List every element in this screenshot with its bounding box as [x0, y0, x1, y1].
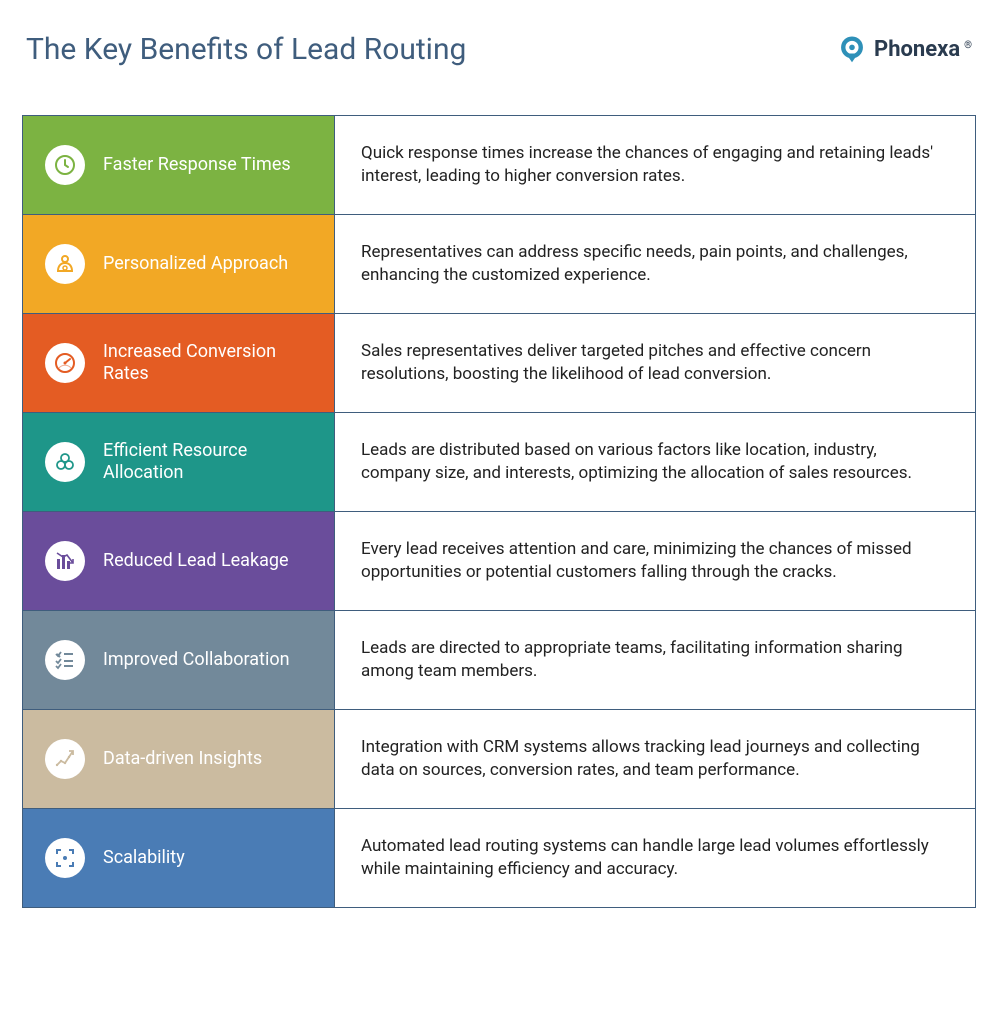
benefit-title: Reduced Lead Leakage	[103, 550, 289, 572]
benefit-description: Leads are directed to appropriate teams,…	[335, 611, 975, 709]
benefit-label-cell: Data-driven Insights	[23, 710, 335, 808]
benefit-description: Integration with CRM systems allows trac…	[335, 710, 975, 808]
benefit-label-cell: Efficient Resource Allocation	[23, 413, 335, 511]
table-row: Improved Collaboration Leads are directed…	[23, 611, 975, 710]
chart-up-icon	[45, 739, 85, 779]
table-row: Reduced Lead Leakage Every lead receives …	[23, 512, 975, 611]
brand-registered: ®	[964, 40, 972, 51]
benefit-description: Every lead receives attention and care, …	[335, 512, 975, 610]
benefit-title: Data-driven Insights	[103, 748, 262, 770]
table-row: Scalability Automated lead routing system…	[23, 809, 975, 908]
table-row: Efficient Resource Allocation Leads are d…	[23, 413, 975, 512]
page-title: The Key Benefits of Lead Routing	[26, 32, 466, 67]
chart-down-icon	[45, 541, 85, 581]
table-row: Personalized Approach Representatives can…	[23, 215, 975, 314]
table-row: Faster Response Times Quick response time…	[23, 116, 975, 215]
circles-icon	[45, 442, 85, 482]
clock-icon	[45, 145, 85, 185]
benefit-label-cell: Faster Response Times	[23, 116, 335, 214]
brand-name: Phonexa	[874, 37, 960, 62]
gauge-icon	[45, 343, 85, 383]
table-row: Increased Conversion Rates Sales represen…	[23, 314, 975, 413]
benefit-description: Automated lead routing systems can handl…	[335, 809, 975, 907]
benefit-description: Sales representatives deliver targeted p…	[335, 314, 975, 412]
benefit-title: Scalability	[103, 847, 185, 869]
checklist-icon	[45, 640, 85, 680]
benefit-title: Faster Response Times	[103, 154, 291, 176]
benefit-label-cell: Personalized Approach	[23, 215, 335, 313]
benefit-title: Increased Conversion Rates	[103, 341, 312, 384]
benefit-description: Representatives can address specific nee…	[335, 215, 975, 313]
benefit-label-cell: Reduced Lead Leakage	[23, 512, 335, 610]
benefit-description: Leads are distributed based on various f…	[335, 413, 975, 511]
benefit-label-cell: Increased Conversion Rates	[23, 314, 335, 412]
benefit-title: Personalized Approach	[103, 253, 288, 275]
header: The Key Benefits of Lead Routing Phonexa…	[22, 32, 976, 67]
benefit-title: Improved Collaboration	[103, 649, 290, 671]
brand-logo: Phonexa ®	[838, 36, 972, 64]
benefits-table: Faster Response Times Quick response time…	[22, 115, 976, 908]
benefit-label-cell: Improved Collaboration	[23, 611, 335, 709]
expand-icon	[45, 838, 85, 878]
person-icon	[45, 244, 85, 284]
benefit-title: Efficient Resource Allocation	[103, 440, 312, 483]
brand-mark-icon	[838, 36, 866, 64]
benefit-label-cell: Scalability	[23, 809, 335, 907]
table-row: Data-driven Insights Integration with CRM…	[23, 710, 975, 809]
benefit-description: Quick response times increase the chance…	[335, 116, 975, 214]
